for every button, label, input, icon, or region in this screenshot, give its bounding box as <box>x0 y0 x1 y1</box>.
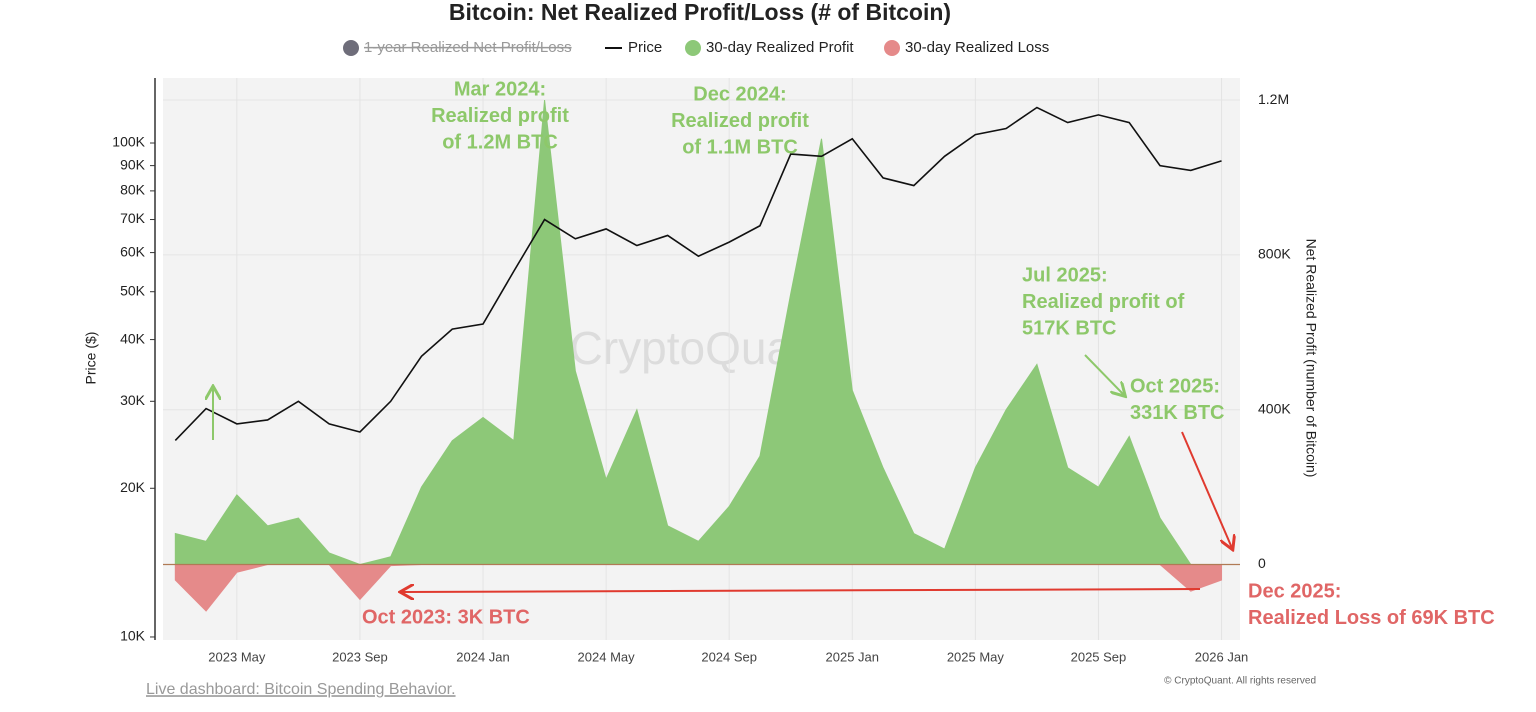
legend-label[interactable]: 30-day Realized Loss <box>905 39 1049 56</box>
y-tick-label: 60K <box>120 243 146 259</box>
y2-axis-title: Net Realized Profit (number of Bitcoin) <box>1303 239 1319 478</box>
y-axis-title: Price ($) <box>83 332 99 385</box>
y-tick-label: 70K <box>120 210 146 226</box>
annotation: Jul 2025: <box>1022 264 1108 286</box>
x-tick-label: 2023 Sep <box>332 649 388 664</box>
annotation: of 1.2M BTC <box>442 131 558 153</box>
chart-title: Bitcoin: Net Realized Profit/Loss (# of … <box>449 0 951 25</box>
footer-link[interactable]: Live dashboard: Bitcoin Spending Behavio… <box>146 681 456 698</box>
annotation: Realized Loss of 69K BTC <box>1248 607 1495 629</box>
x-tick-label: 2025 May <box>947 649 1005 664</box>
annotation: Oct 2025: <box>1130 375 1220 397</box>
annotation-arrow <box>1181 431 1232 548</box>
annotation: Mar 2024: <box>454 78 546 100</box>
annotation: 517K BTC <box>1022 317 1116 339</box>
y-tick-label: 50K <box>120 282 146 298</box>
legend-swatch <box>884 40 900 56</box>
legend-swatch <box>343 40 359 56</box>
legend-label[interactable]: 1-year Realized Net Profit/Loss <box>364 39 572 56</box>
annotation: Realized profit of <box>1022 291 1185 313</box>
y-tick-label: 90K <box>120 156 146 172</box>
x-tick-label: 2025 Jan <box>826 649 880 664</box>
x-tick-label: 2024 May <box>578 649 636 664</box>
area <box>174 100 1222 566</box>
y-tick-label: 10K <box>120 628 146 644</box>
annotation: Realized profit <box>431 105 569 127</box>
annotation: Realized profit <box>671 110 809 132</box>
annotation: of 1.1M BTC <box>682 136 798 158</box>
price-line <box>174 106 1222 441</box>
annotation: Oct 2023: 3K BTC <box>362 606 530 628</box>
legend-label[interactable]: Price <box>628 39 662 56</box>
annotation: Dec 2025: <box>1248 580 1341 602</box>
legend-swatch <box>685 40 701 56</box>
x-tick-label: 2026 Jan <box>1195 649 1249 664</box>
y-tick-label: 40K <box>120 330 146 346</box>
x-tick-label: 2023 May <box>208 649 266 664</box>
y2-tick-label: 1.2M <box>1258 91 1289 107</box>
copyright: © CryptoQuant. All rights reserved <box>1164 676 1316 687</box>
y-tick-label: 80K <box>120 182 146 198</box>
x-tick-label: 2025 Sep <box>1071 649 1127 664</box>
x-tick-label: 2024 Jan <box>456 649 510 664</box>
y-tick-label: 20K <box>120 479 146 495</box>
y-tick-label: 30K <box>120 392 146 408</box>
x-tick-label: 2024 Sep <box>701 649 757 664</box>
y2-tick-label: 0 <box>1258 555 1266 571</box>
legend-label[interactable]: 30-day Realized Profit <box>706 39 854 56</box>
annotation: 331K BTC <box>1130 402 1224 424</box>
annotation: Dec 2024: <box>693 83 786 105</box>
y-tick-label: 100K <box>112 134 145 150</box>
y2-tick-label: 400K <box>1258 400 1291 416</box>
y2-tick-label: 800K <box>1258 246 1291 262</box>
annotation-arrow <box>402 589 1201 592</box>
annotation-arrow <box>1084 354 1124 395</box>
